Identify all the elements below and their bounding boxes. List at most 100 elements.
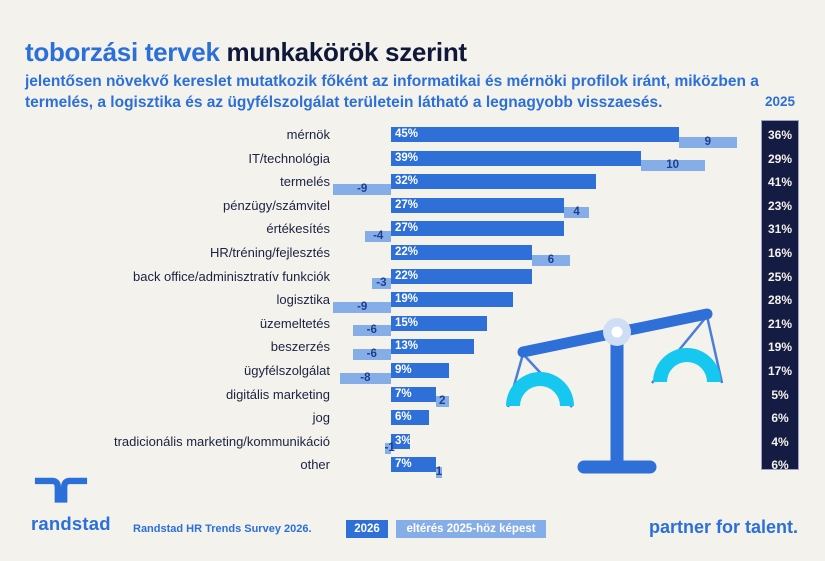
bar-2026: 32%	[391, 174, 596, 190]
bar-2026: 6%	[391, 410, 430, 426]
prev-year-value: 23%	[767, 198, 793, 213]
row-label: HR/tréning/fejlesztés	[210, 245, 330, 260]
bar-value-label: 13%	[395, 340, 419, 353]
bar-value-label: 27%	[395, 222, 419, 235]
diff-bar: -9	[333, 182, 391, 195]
diff-value-label: 1	[435, 465, 443, 478]
randstad-logo-text: randstad	[31, 513, 111, 534]
page-title-accent: toborzási tervek	[25, 37, 220, 68]
diff-bar: -4	[365, 229, 391, 242]
bar-value-label: 19%	[395, 293, 419, 306]
row-label: üzemeltetés	[259, 315, 330, 331]
diff-bar: 6	[531, 253, 571, 266]
diff-bar: 2	[435, 395, 449, 408]
bar-2026: 7%	[391, 386, 436, 402]
prev-year-value: 21%	[767, 316, 793, 331]
diff-value-label: -6	[366, 347, 377, 360]
diff-value-label: 2	[438, 395, 446, 408]
prev-year-value: 25%	[767, 269, 793, 284]
diff-value-label: -8	[360, 371, 371, 384]
diff-value-label: -6	[366, 324, 377, 337]
diff-value-label: 10	[666, 159, 679, 172]
row-label: tradicionális marketing/kommunikáció	[113, 433, 330, 449]
prev-year-value: 31%	[767, 222, 793, 237]
bar-2026: 45%	[391, 127, 679, 142]
diff-value-label: 9	[704, 135, 711, 148]
bar-value-label: 3%	[395, 434, 412, 447]
bar-value-label: 27%	[395, 198, 419, 211]
page-subtitle: jelentősen növekvő kereslet mutatkozik f…	[25, 72, 759, 111]
prev-year-value: 19%	[767, 340, 793, 355]
diff-bar: 1	[435, 465, 443, 478]
prev-year-value: 29%	[767, 151, 793, 166]
row-label: ügyfélszolgálat	[244, 363, 330, 378]
diff-bar: 9	[679, 135, 737, 148]
source-note: Randstad HR Trends Survey 2026.	[133, 523, 312, 535]
diff-bar: -6	[352, 347, 391, 360]
prev-year-value: 6%	[771, 458, 789, 473]
row-label: beszerzés	[270, 339, 330, 355]
row-label: mérnök	[286, 127, 330, 142]
diff-bar: -8	[339, 371, 391, 384]
bar-value-label: 15%	[395, 316, 419, 329]
diff-value-label: -3	[376, 277, 387, 290]
bar-value-label: 7%	[395, 387, 412, 400]
prev-year-value: 28%	[767, 293, 793, 308]
prev-year-column-header: 2025	[764, 94, 796, 109]
diff-bar: -3	[371, 277, 391, 290]
diff-value-label: -1	[384, 442, 395, 455]
bar-value-label: 45%	[395, 128, 419, 140]
diff-bar: 10	[640, 159, 705, 172]
page-title-rest: munkakörök szerint	[219, 37, 468, 68]
row-label: back office/adminisztratív funkciók	[132, 268, 330, 284]
diff-value-label: 4	[573, 206, 580, 219]
bar-value-label: 22%	[395, 269, 419, 282]
legend-diff-vs-2025: eltérés 2025-höz képest	[396, 520, 546, 538]
bar-value-label: 6%	[395, 411, 412, 424]
bar-2026: 9%	[391, 363, 449, 378]
bar-2026: 39%	[391, 150, 641, 166]
bar-value-label: 32%	[395, 175, 419, 188]
bar-2026: 15%	[391, 315, 487, 331]
prev-year-value: 16%	[767, 246, 793, 260]
diff-bar: 4	[563, 206, 590, 219]
bar-2026: 22%	[391, 245, 532, 260]
prev-year-value: 17%	[767, 364, 793, 378]
bar-2026: 19%	[391, 292, 513, 308]
row-label: értékesítés	[266, 221, 330, 237]
diff-value-label: 6	[547, 253, 555, 266]
row-label: digitális marketing	[225, 386, 330, 402]
randstad-logo-icon	[34, 477, 88, 503]
prev-year-value: 6%	[771, 411, 789, 426]
row-label: termelés	[280, 174, 330, 190]
prev-year-value: 41%	[767, 175, 793, 190]
bar-2026: 13%	[391, 339, 475, 355]
bar-2026: 3%	[391, 433, 412, 449]
bar-2026: 27%	[391, 197, 564, 213]
legend-2026: 2026	[346, 520, 388, 538]
diff-value-label: -9	[357, 300, 368, 313]
prev-year-value: 4%	[771, 434, 789, 449]
row-label: logisztika	[276, 292, 330, 308]
diff-bar: -6	[352, 324, 391, 337]
diff-value-label: -9	[357, 182, 368, 195]
bar-2026: 22%	[391, 268, 532, 284]
diff-value-label: -4	[373, 229, 384, 242]
bar-2026: 7%	[391, 457, 436, 473]
row-label: IT/technológia	[248, 150, 330, 166]
bar-2026: 27%	[391, 221, 564, 237]
row-label: pénzügy/számvitel	[223, 197, 330, 213]
bar-value-label: 22%	[395, 246, 419, 258]
row-label: other	[300, 457, 330, 473]
diff-bar: -1	[384, 442, 395, 455]
prev-year-column: 36% 29% 41% 23% 31% 16% 25% 28% 21% 19% 17% 5% 6% 4% 6…	[761, 120, 799, 473]
row-label: jog	[312, 410, 330, 426]
bar-value-label: 7%	[395, 458, 412, 471]
bar-value-label: 9%	[395, 364, 412, 376]
prev-year-value: 5%	[771, 387, 789, 402]
brand-tagline: partner for talent.	[648, 517, 798, 537]
diff-bar: -9	[333, 300, 391, 313]
bar-value-label: 39%	[395, 151, 419, 164]
balance-scale-icon	[506, 308, 724, 474]
